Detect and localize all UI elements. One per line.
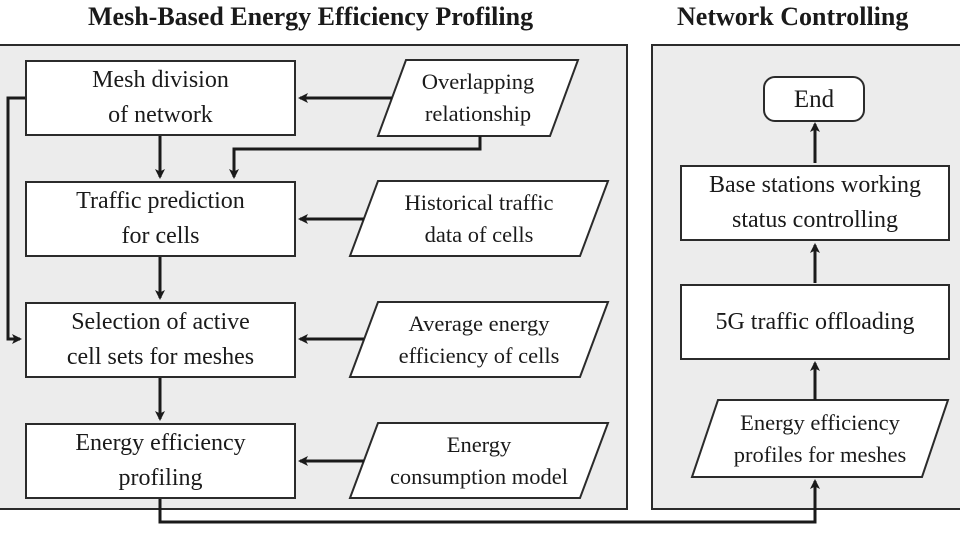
arrow-mesh-loop-to-selection (6, 96, 25, 344)
overlapping-line1: Overlapping (421, 69, 535, 94)
overlapping-line2: relationship (424, 101, 532, 126)
active-cell-selection-step: Selection of active cell sets for meshes (25, 302, 296, 378)
end-label: End (793, 85, 835, 113)
average-line1: Average energy (408, 310, 550, 336)
active-cell-selection-line2: cell sets for meshes (66, 344, 255, 370)
right-panel-title: Network Controlling (677, 2, 909, 31)
mesh-division-line2: of network (108, 102, 213, 128)
profiles-line2: profiles for meshes (733, 441, 907, 467)
traffic-prediction-line2: for cells (121, 223, 200, 249)
base-stations-line1: Base stations working (709, 172, 921, 198)
energy-profiling-step: Energy efficiency profiling (25, 423, 296, 499)
traffic-prediction-step: Traffic prediction for cells (25, 181, 296, 257)
base-stations-line2: status controlling (732, 207, 898, 233)
energy-consumption-model-input: Energy consumption model (354, 423, 604, 498)
average-input-shape (348, 301, 610, 378)
left-panel-title: Mesh-Based Energy Efficiency Profiling (88, 2, 534, 31)
active-cell-selection-line1: Selection of active (71, 309, 250, 335)
average-line2: efficiency of cells (398, 342, 560, 368)
energy-model-input-shape (348, 422, 610, 499)
energy-model-line1: Energy (446, 431, 512, 457)
energy-efficiency-profiles-input: Energy efficiency profiles for meshes (698, 400, 942, 477)
base-stations-control-step: Base stations working status controlling (680, 165, 950, 241)
overlapping-input-shape (376, 59, 580, 137)
historical-input-shape (348, 180, 610, 257)
mesh-division-line1: Mesh division (92, 67, 229, 93)
overlapping-relationship-input: Overlapping relationship (380, 60, 576, 136)
profiles-input-shape (690, 399, 950, 478)
profiles-line1: Energy efficiency (740, 409, 900, 435)
end-terminal: End (763, 76, 865, 122)
mesh-division-step: Mesh division of network (25, 60, 296, 136)
historical-line2: data of cells (424, 221, 534, 247)
traffic-prediction-line1: Traffic prediction (76, 188, 245, 214)
energy-profiling-line1: Energy efficiency (75, 430, 246, 456)
offloading-label: 5G traffic offloading (715, 308, 915, 335)
average-energy-efficiency-input: Average energy efficiency of cells (354, 302, 604, 377)
energy-profiling-line2: profiling (118, 465, 203, 491)
arrow-overlap-to-traffic (229, 136, 482, 179)
historical-line1: Historical traffic (404, 189, 554, 215)
historical-traffic-input: Historical traffic data of cells (354, 181, 604, 256)
traffic-offloading-step: 5G traffic offloading (680, 284, 950, 360)
energy-model-line2: consumption model (389, 463, 569, 489)
arrow-profiling-to-profiles (158, 479, 820, 524)
